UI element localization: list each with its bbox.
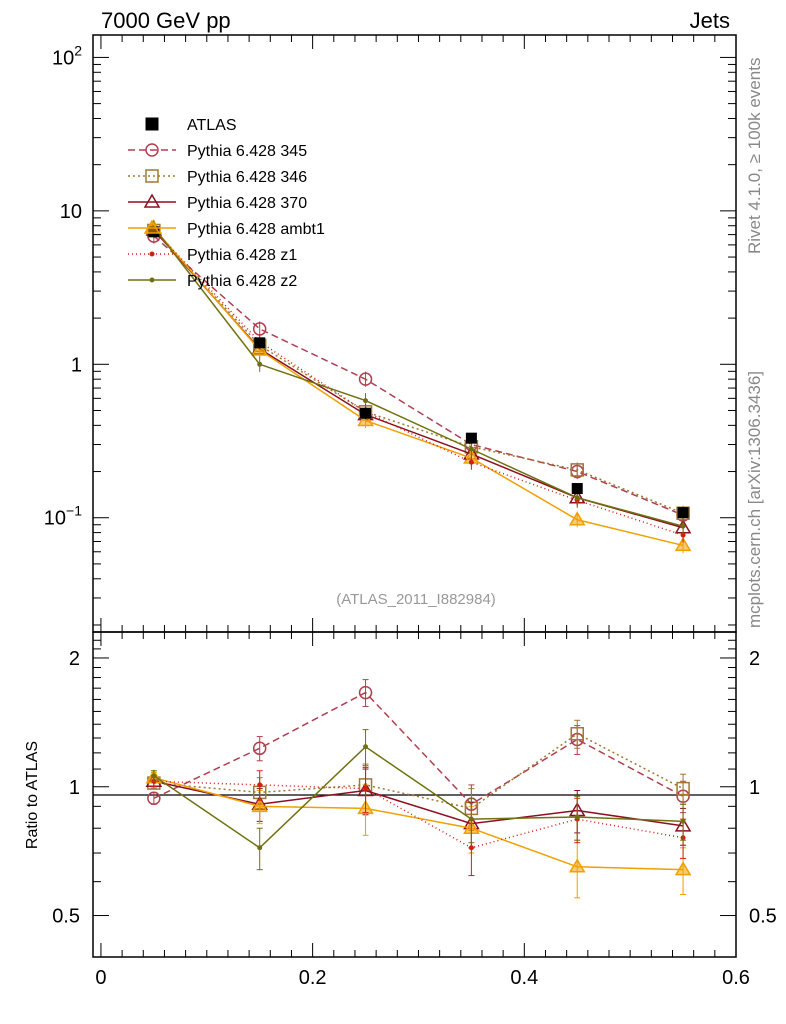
pythia-6-428-346-line	[153, 229, 684, 514]
y-tick-label: 1	[71, 354, 82, 376]
pythia-6-428-z2-ratio-point	[468, 816, 474, 822]
pythia-6-428-z2-point	[574, 495, 580, 501]
pythia-6-428-370-ratio-line	[153, 780, 684, 827]
x-tick-label: 0.2	[299, 967, 327, 989]
ratio-y-axis-label: Ratio to ATLAS	[24, 741, 41, 849]
pythia-6-428-345-line	[153, 235, 684, 516]
pythia-6-428-z2-ratio-point	[257, 845, 263, 851]
ratio-y-tick-label: 1	[69, 777, 80, 799]
legend-marker-pythia-6-428-370	[143, 193, 161, 208]
main-axis-ticks: 10−1 1 10 102	[44, 35, 737, 632]
pythia-6-428-ambt1-line	[153, 227, 684, 547]
y-tick-label: 10−1	[44, 503, 82, 530]
main-series-layer	[145, 219, 692, 553]
pythia-6-428-z2-ratio-point	[574, 814, 580, 820]
atlas-data-point	[677, 507, 689, 519]
x-tick-label: 0.6	[722, 967, 750, 989]
pythia-6-428-346-ratio-line	[153, 732, 684, 810]
pythia-6-428-z2-ratio-point	[363, 744, 369, 750]
legend-label-atlas: ATLAS	[187, 117, 237, 134]
pythia-6-428-345-ratio-point	[252, 741, 267, 756]
pythia-6-428-ambt1-ratio-point	[251, 797, 269, 813]
ratio-y-tick-label-right: 1	[749, 777, 760, 799]
atlas-data-point	[571, 483, 583, 495]
pythia-6-428-z2-point	[680, 523, 686, 529]
mcplots-reference-label: mcplots.cern.ch [arXiv:1306.3436]	[745, 371, 764, 628]
legend-marker-atlas	[145, 117, 159, 131]
legend-label-pythia-6-428-346: Pythia 6.428 346	[187, 169, 307, 186]
pythia-6-428-346-ratio-point	[676, 781, 690, 796]
pythia-6-428-346-point	[570, 463, 584, 477]
pythia-6-428-z1-ratio-point	[468, 845, 474, 851]
y-tick-label: 10	[60, 201, 82, 223]
ratio-y-tick-label: 2	[69, 648, 80, 670]
pythia-6-428-z1-line	[153, 229, 684, 536]
legend-label-pythia-6-428-z1: Pythia 6.428 z1	[187, 247, 297, 264]
pythia-6-428-ambt1-point	[357, 412, 374, 427]
analysis-label: (ATLAS_2011_I882984)	[336, 591, 496, 608]
main-panel: 10−1 1 10 102	[44, 34, 737, 633]
pythia-6-428-z2-point	[257, 361, 263, 367]
legend-marker-pythia-6-428-345	[145, 143, 159, 157]
pythia-6-428-z1-ratio-point	[257, 782, 263, 788]
atlas-data-point	[465, 432, 477, 444]
pythia-6-428-z1-ratio-line	[153, 780, 684, 849]
pythia-6-428-345-ratio-point	[358, 685, 373, 700]
energy-title: 7000 GeV pp	[101, 8, 231, 33]
ratio-y-tick-label: 0.5	[52, 906, 80, 928]
legend-label-pythia-6-428-z2: Pythia 6.428 z2	[187, 273, 297, 290]
pythia-6-428-z2-point	[363, 398, 369, 404]
pythia-6-428-345-ratio-line	[153, 691, 684, 806]
ratio-y-tick-label-right: 2	[749, 648, 760, 670]
legend-marker-pythia-6-428-ambt1	[143, 219, 161, 234]
pythia-6-428-ambt1-ratio-point	[568, 858, 586, 873]
legend-marker-pythia-6-428-z2	[149, 277, 155, 283]
atlas-data-layer	[148, 226, 689, 519]
legend-label-pythia-6-428-345: Pythia 6.428 345	[187, 143, 307, 160]
x-tick-label: 0	[95, 967, 106, 989]
ratio-y-tick-label-right: 0.5	[749, 906, 777, 928]
pythia-6-428-ambt1-point	[568, 511, 586, 526]
pythia-6-428-z2-ratio-line	[153, 745, 684, 849]
legend-label-pythia-6-428-370: Pythia 6.428 370	[187, 195, 307, 212]
x-tick-label: 0.4	[510, 967, 538, 989]
atlas-data-point	[360, 407, 372, 419]
rivet-version-label: Rivet 4.1.0, ≥ 100k events	[745, 58, 764, 254]
legend: ATLAS Pythia 6.428 345 Pythia 6.428 346 Pyt…	[128, 117, 325, 290]
process-title: Jets	[690, 8, 730, 33]
pythia-6-428-z2-ratio-point	[680, 818, 686, 824]
pythia-6-428-z1-ratio-point	[363, 786, 369, 792]
ratio-series-layer	[145, 679, 692, 899]
y-tick-label: 102	[52, 42, 82, 69]
legend-marker-pythia-6-428-346	[145, 169, 159, 183]
pythia-6-428-346-ratio-point	[570, 727, 584, 741]
pythia-6-428-z2-line	[153, 226, 684, 527]
pythia-6-428-345-ratio-point	[147, 791, 161, 806]
ratio-axis-ticks: 0 0.2 0.4 0.6 0.5 0.5 1 1 2 2	[52, 631, 777, 989]
legend-label-pythia-6-428-ambt1: Pythia 6.428 ambt1	[187, 221, 325, 238]
pythia-6-428-z2-point	[468, 446, 474, 452]
pythia-6-428-ambt1-ratio-point	[674, 861, 692, 876]
pythia-6-428-345-point	[358, 372, 373, 386]
pythia-6-428-z2-ratio-point	[151, 773, 157, 779]
pythia-6-428-ambt1-point	[674, 536, 692, 552]
pythia-6-428-z1-point	[468, 459, 474, 465]
ratio-panel: 0 0.2 0.4 0.6 0.5 0.5 1 1 2 2 Ratio to ATLAS	[24, 631, 777, 989]
atlas-data-point	[254, 337, 266, 349]
pythia-6-428-ambt1-ratio-line	[153, 776, 684, 871]
legend-marker-pythia-6-428-z1	[149, 251, 155, 257]
